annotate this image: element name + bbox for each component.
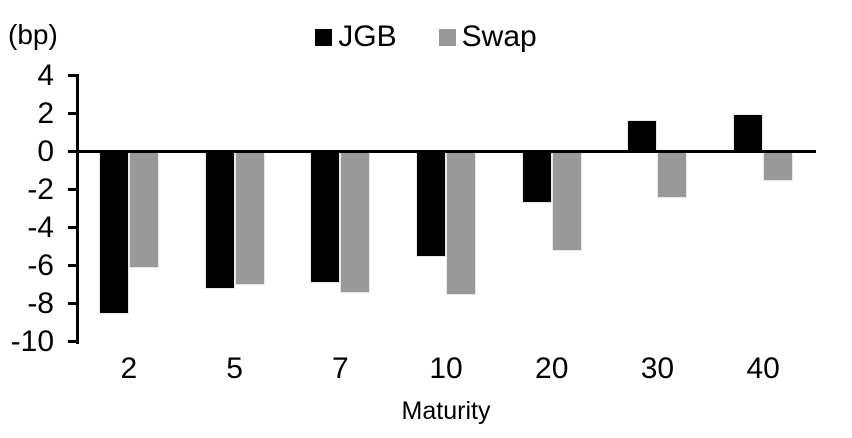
y-tick-label--2: -2 <box>27 173 54 206</box>
bar-swap-2 <box>128 152 159 268</box>
bar-swap-10 <box>446 152 476 295</box>
bar-swap-5 <box>234 152 265 285</box>
bar-jgb-20 <box>521 152 552 204</box>
x-tick-label-5: 5 <box>226 352 243 385</box>
bar-swap-40 <box>763 152 794 181</box>
y-tick-label--6: -6 <box>27 249 54 282</box>
bar-jgb-30 <box>627 119 658 152</box>
x-tick-label-20: 20 <box>535 352 569 385</box>
x-tick-label-10: 10 <box>429 352 463 385</box>
bar-jgb-7 <box>310 152 341 284</box>
legend-label-swap: Swap <box>461 20 537 53</box>
y-tick-label--10: -10 <box>10 325 54 358</box>
bar-swap-20 <box>551 152 582 251</box>
zero-axis-line <box>76 150 816 153</box>
y-tick-mark--10 <box>68 340 76 343</box>
legend-label-jgb: JGB <box>338 20 397 53</box>
legend-item-swap: Swap <box>438 20 537 53</box>
y-tick-label--8: -8 <box>27 287 54 320</box>
y-tick-mark-4 <box>68 74 76 77</box>
bar-jgb-40 <box>733 114 764 152</box>
jgb-swatch-icon <box>315 28 333 46</box>
swap-swatch-icon <box>438 28 456 46</box>
y-tick-mark-0 <box>68 150 76 153</box>
legend: JGB Swap <box>0 20 852 54</box>
y-tick-label-0: 0 <box>37 135 54 168</box>
y-tick-label-4: 4 <box>37 59 54 92</box>
y-tick-mark--6 <box>68 264 76 267</box>
bar-jgb-2 <box>98 152 129 314</box>
x-axis-title: Maturity <box>401 397 491 425</box>
x-tick-label-40: 40 <box>746 352 780 385</box>
y-tick-mark--4 <box>68 226 76 229</box>
x-tick-label-2: 2 <box>120 352 138 385</box>
bar-jgb-10 <box>416 152 446 257</box>
y-axis-unit-label: (bp) <box>8 19 58 50</box>
y-tick-mark--2 <box>68 188 76 191</box>
y-axis-line <box>76 74 79 344</box>
bar-jgb-5 <box>204 152 235 289</box>
y-tick-label-2: 2 <box>37 97 54 130</box>
legend-item-jgb: JGB <box>315 20 397 53</box>
bar-swap-7 <box>340 152 371 293</box>
y-tick-mark--8 <box>68 302 76 305</box>
x-tick-label-30: 30 <box>640 352 675 385</box>
bar-swap-30 <box>657 152 688 198</box>
y-tick-label--4: -4 <box>27 211 54 244</box>
x-tick-label-7: 7 <box>331 352 349 385</box>
y-tick-mark-2 <box>68 112 76 115</box>
